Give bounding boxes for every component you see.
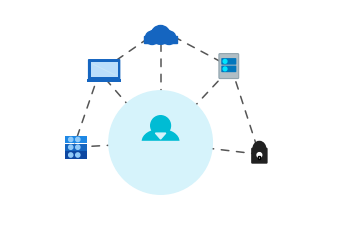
- Circle shape: [109, 91, 212, 194]
- FancyBboxPatch shape: [88, 59, 120, 80]
- FancyBboxPatch shape: [91, 62, 118, 77]
- FancyBboxPatch shape: [139, 141, 182, 160]
- Ellipse shape: [142, 129, 179, 153]
- Circle shape: [257, 153, 262, 157]
- Circle shape: [146, 31, 159, 45]
- Circle shape: [69, 137, 73, 142]
- FancyBboxPatch shape: [221, 66, 236, 72]
- FancyBboxPatch shape: [65, 136, 87, 143]
- Circle shape: [76, 137, 80, 142]
- Circle shape: [76, 145, 80, 149]
- Circle shape: [149, 30, 163, 43]
- FancyBboxPatch shape: [65, 144, 87, 151]
- Circle shape: [69, 145, 73, 149]
- Polygon shape: [155, 133, 166, 139]
- Circle shape: [69, 153, 73, 157]
- Circle shape: [163, 31, 176, 45]
- Circle shape: [76, 153, 80, 157]
- FancyBboxPatch shape: [144, 36, 177, 43]
- Circle shape: [223, 60, 227, 63]
- Circle shape: [151, 116, 170, 135]
- Circle shape: [159, 30, 172, 43]
- FancyBboxPatch shape: [251, 148, 268, 164]
- FancyBboxPatch shape: [219, 54, 239, 79]
- FancyBboxPatch shape: [65, 151, 87, 159]
- Circle shape: [151, 25, 170, 44]
- FancyBboxPatch shape: [221, 58, 236, 65]
- FancyBboxPatch shape: [258, 156, 260, 159]
- Circle shape: [223, 67, 227, 71]
- FancyBboxPatch shape: [87, 79, 121, 82]
